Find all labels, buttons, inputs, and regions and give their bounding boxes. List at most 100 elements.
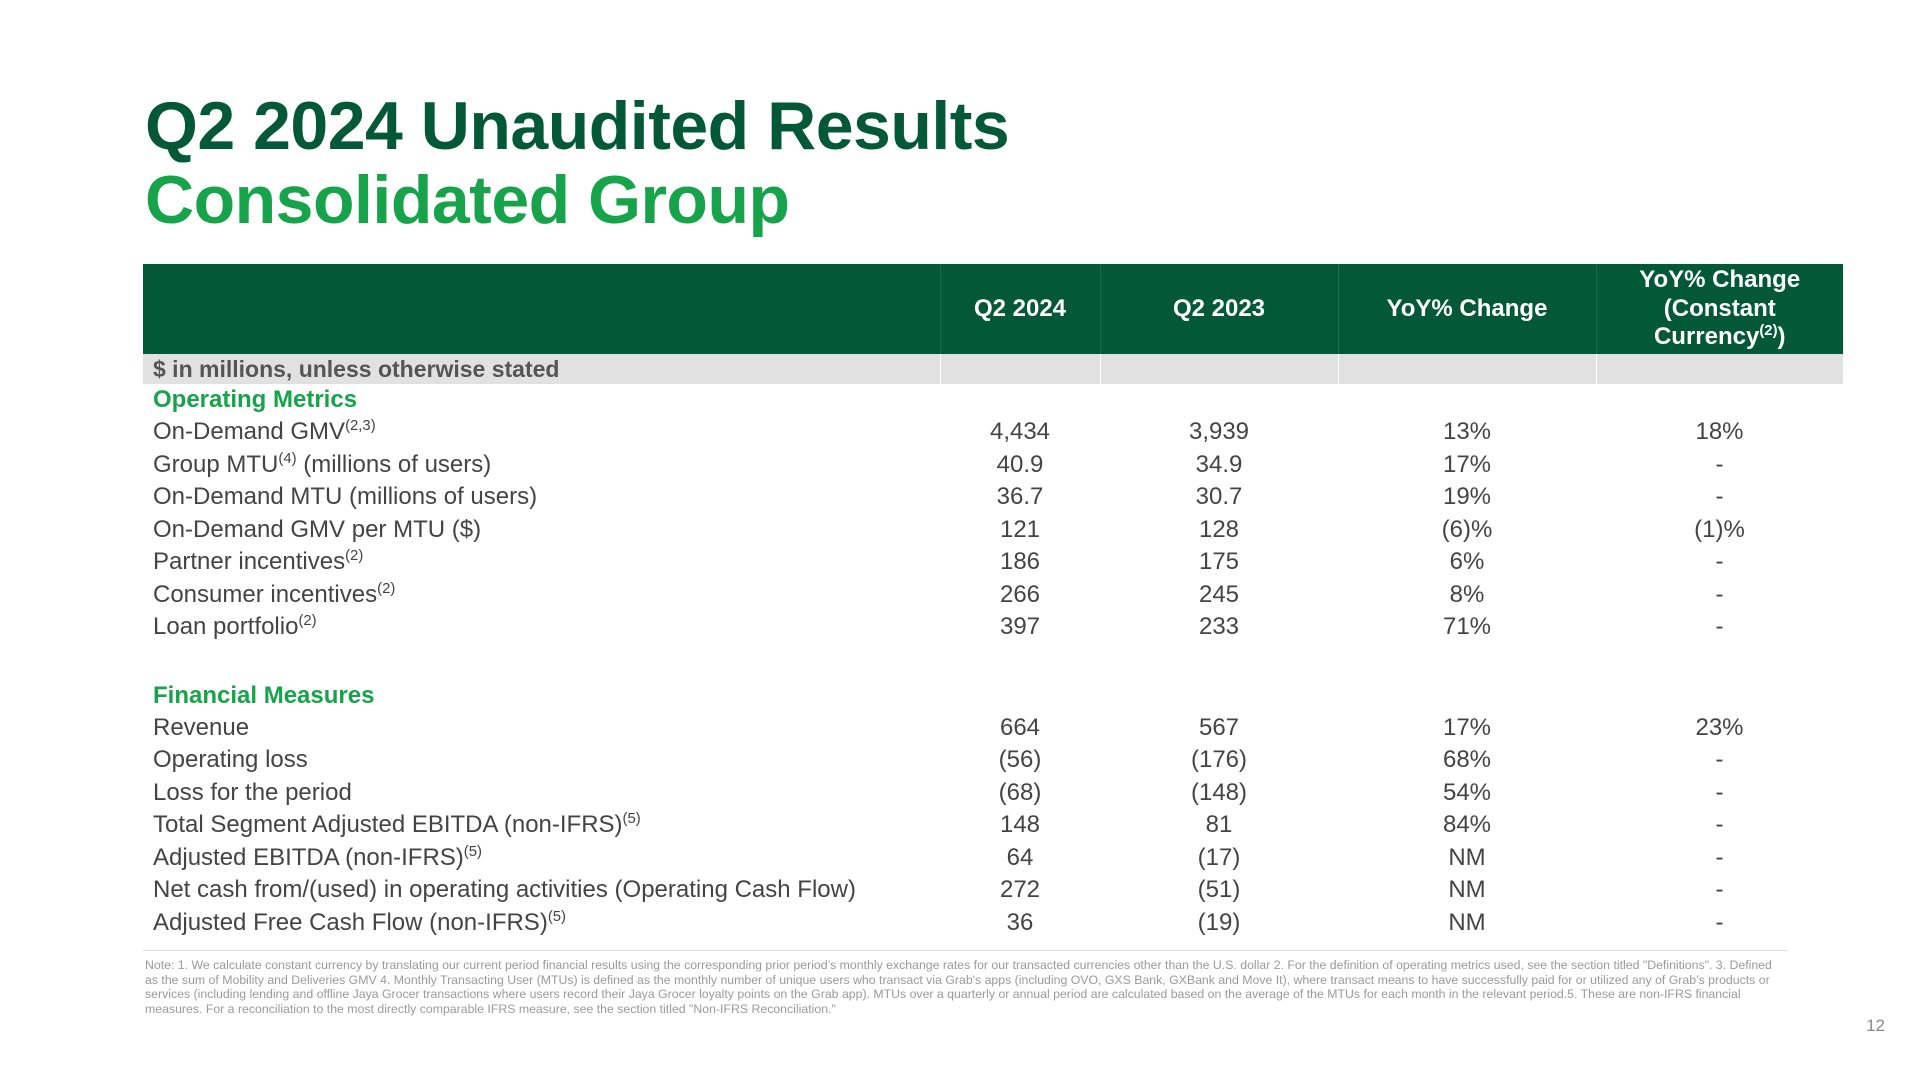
cell-q2-2024: 64 (1006, 843, 1034, 871)
cell-yoy-cc: - (1715, 876, 1724, 904)
row-label-footnote: (2,3) (345, 418, 376, 435)
cell-yoy-cc: - (1715, 746, 1724, 774)
units-cell (1596, 354, 1843, 384)
header-q2-2024: Q2 2024 (940, 264, 1101, 354)
header-yoy-cc-line3: Currency (1653, 323, 1760, 351)
cell-yoy: NM (1448, 876, 1486, 904)
cell-q2-2023: (17) (1197, 843, 1241, 871)
cell-q2-2023: (51) (1197, 876, 1241, 904)
cell-q2-2024: 36 (1006, 908, 1034, 936)
row-label-text: On-Demand MTU (millions of users) (153, 483, 538, 511)
header-yoy-cc-line2: (Constant (1663, 294, 1776, 322)
table-row: Adjusted EBITDA (non-IFRS)(5) 64 (17) NM - (143, 842, 1843, 875)
section-title: Operating Metrics (153, 386, 358, 413)
cell-yoy: 71% (1442, 613, 1492, 641)
cell-yoy-cc: - (1715, 580, 1724, 608)
row-label: Operating loss (143, 744, 940, 777)
section-header-row: Financial Measures (143, 680, 1843, 712)
cell-q2-2023: (148) (1190, 778, 1248, 806)
row-label-footnote: (5) (547, 908, 566, 925)
cell-q2-2023: 34.9 (1195, 450, 1243, 478)
row-label: Net cash from/(used) in operating activi… (143, 874, 940, 907)
row-label-text: Loss for the period (153, 778, 352, 806)
units-label: $ in millions, unless otherwise stated (143, 354, 941, 384)
header-yoy-cc-line1: YoY% Change (1639, 265, 1801, 293)
cell-yoy-cc: 18% (1695, 418, 1744, 446)
table-row: Net cash from/(used) in operating activi… (143, 874, 1843, 907)
cell-yoy: (6)% (1441, 515, 1493, 543)
section-header-row: Operating Metrics (143, 384, 1843, 416)
row-label: Loss for the period (143, 777, 940, 810)
table-body: $ in millions, unless otherwise stated O… (143, 354, 1843, 939)
row-label-suffix: (millions of users) (296, 450, 492, 478)
table-row: Revenue 664 567 17% 23% (143, 712, 1843, 745)
cell-yoy: 17% (1442, 450, 1492, 478)
cell-yoy-cc: - (1715, 450, 1724, 478)
row-label: Revenue (143, 712, 940, 745)
units-row: $ in millions, unless otherwise stated (143, 354, 1843, 384)
cell-q2-2024: 4,434 (989, 418, 1051, 446)
cell-q2-2023: 3,939 (1188, 418, 1250, 446)
units-cell (1338, 354, 1597, 384)
cell-q2-2024: 397 (999, 613, 1041, 641)
results-table-container: Q2 2024 Q2 2023 YoY% Change YoY% Change … (143, 264, 1843, 939)
row-label-footnote: (2) (377, 580, 396, 597)
cell-yoy-cc: 23% (1695, 713, 1744, 741)
row-label-text: Net cash from/(used) in operating activi… (153, 876, 856, 904)
row-label: Adjusted EBITDA (non-IFRS)(5) (143, 842, 940, 875)
cell-q2-2023: (176) (1190, 746, 1248, 774)
cell-q2-2024: (68) (998, 778, 1042, 806)
cell-q2-2023: 567 (1198, 713, 1240, 741)
results-table: Q2 2024 Q2 2023 YoY% Change YoY% Change … (143, 264, 1843, 939)
table-row: Total Segment Adjusted EBITDA (non-IFRS)… (143, 809, 1843, 842)
row-label: On-Demand GMV(2,3) (143, 416, 940, 449)
cell-yoy: 84% (1442, 811, 1492, 839)
row-label: Consumer incentives(2) (143, 579, 940, 612)
note-divider (143, 950, 1788, 951)
cell-q2-2024: 266 (999, 580, 1041, 608)
cell-yoy-cc: - (1715, 613, 1724, 641)
cell-q2-2024: (56) (998, 746, 1042, 774)
header-yoy-cc-sup: (2) (1759, 323, 1778, 340)
cell-yoy: 54% (1442, 778, 1492, 806)
cell-yoy-cc: - (1715, 908, 1724, 936)
row-label-text: On-Demand GMV (153, 418, 346, 446)
row-label-footnote: (5) (463, 843, 482, 860)
spacer-row (143, 644, 1843, 680)
row-label: Loan portfolio(2) (143, 611, 940, 644)
header-yoy-cc: YoY% Change (Constant Currency(2)) (1596, 264, 1843, 354)
page-number: 12 (1866, 1016, 1885, 1035)
row-label-text: Consumer incentives (153, 580, 378, 608)
cell-q2-2024: 148 (999, 811, 1041, 839)
table-row: On-Demand MTU (millions of users) 36.7 30.… (143, 481, 1843, 514)
spacer-cell (143, 644, 1843, 680)
row-label-text: On-Demand GMV per MTU ($) (153, 515, 482, 543)
cell-q2-2023: 233 (1198, 613, 1240, 641)
cell-yoy-cc: - (1715, 483, 1724, 511)
cell-q2-2023: 30.7 (1195, 483, 1243, 511)
cell-yoy: 6% (1449, 548, 1485, 576)
cell-yoy: 68% (1442, 746, 1492, 774)
cell-q2-2024: 40.9 (996, 450, 1044, 478)
row-label-text: Operating loss (153, 746, 308, 774)
table-row: Operating loss (56) (176) 68% - (143, 744, 1843, 777)
table-row: Partner incentives(2) 186 175 6% - (143, 546, 1843, 579)
table-header-row: Q2 2024 Q2 2023 YoY% Change YoY% Change … (143, 264, 1843, 354)
row-label-text: Revenue (153, 713, 250, 741)
table-row: Group MTU(4) (millions of users) 40.9 34.9… (143, 449, 1843, 482)
cell-q2-2023: 245 (1198, 580, 1240, 608)
cell-yoy-cc: (1)% (1694, 515, 1745, 543)
cell-yoy: NM (1448, 908, 1486, 936)
cell-yoy: 13% (1442, 418, 1492, 446)
cell-yoy-cc: - (1715, 778, 1724, 806)
table-row: On-Demand GMV(2,3) 4,434 3,939 13% 18% (143, 416, 1843, 449)
row-label-text: Group MTU (153, 450, 279, 478)
table-row: On-Demand GMV per MTU ($) 121 128 (6)% (1)% (143, 514, 1843, 547)
row-label: Group MTU(4) (millions of users) (143, 449, 940, 482)
cell-yoy-cc: - (1715, 548, 1724, 576)
row-label-text: Partner incentives (153, 548, 346, 576)
header-yoy-cc-close: ) (1777, 323, 1786, 351)
table-row: Consumer incentives(2) 266 245 8% - (143, 579, 1843, 612)
row-label: Adjusted Free Cash Flow (non-IFRS)(5) (143, 907, 940, 940)
footnote: Note: 1. We calculate constant currency … (145, 958, 1772, 1016)
